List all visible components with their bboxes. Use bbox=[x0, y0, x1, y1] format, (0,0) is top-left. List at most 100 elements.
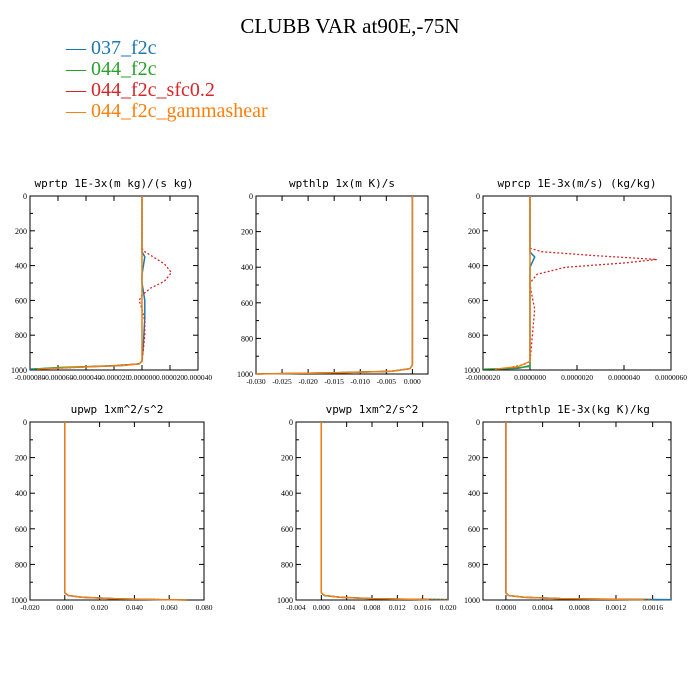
x-tick-label: 0.000 bbox=[313, 603, 330, 612]
y-tick-label: 200 bbox=[468, 227, 480, 236]
series-line bbox=[494, 196, 536, 370]
y-tick-label: 400 bbox=[468, 262, 480, 271]
y-tick-label: 0 bbox=[289, 418, 293, 427]
y-tick-label: 200 bbox=[468, 454, 480, 463]
x-tick-label: 0.000 bbox=[56, 603, 73, 612]
x-tick-label: -0.020 bbox=[20, 603, 40, 612]
series-line bbox=[64, 422, 187, 601]
x-tick-label: -0.025 bbox=[272, 377, 292, 386]
legend-dash: — bbox=[66, 100, 91, 122]
y-tick-label: 400 bbox=[15, 489, 27, 498]
chart-panel: wprcp 1E-3x(m/s) (kg/kg) 0 200 400 600 800 100… bbox=[464, 177, 687, 382]
y-tick-label: 1000 bbox=[464, 366, 480, 375]
x-tick-label: 0.0012 bbox=[606, 603, 627, 612]
y-tick-label: 800 bbox=[468, 560, 480, 569]
x-tick-label: -0.000060 bbox=[43, 373, 74, 382]
y-tick-label: 800 bbox=[15, 560, 27, 569]
series-line bbox=[494, 196, 531, 370]
x-tick-label: 0.0016 bbox=[642, 603, 663, 612]
y-tick-label: 600 bbox=[468, 296, 480, 305]
chart-panel: rtpthlp 1E-3x(kg K)/kg 0 200 400 600 800 1000 0… bbox=[464, 403, 672, 612]
chart-panel: upwp 1xm^2/s^2 0 200 400 600 800 1000-0.020 0.0… bbox=[11, 403, 213, 612]
x-tick-label: 0.000000 bbox=[128, 373, 156, 382]
series-line bbox=[320, 422, 449, 601]
series-line bbox=[64, 422, 187, 601]
y-tick-label: 0 bbox=[23, 192, 27, 201]
x-tick-label: 0.060 bbox=[161, 603, 178, 612]
y-tick-label: 200 bbox=[281, 454, 293, 463]
y-tick-label: 1000 bbox=[464, 596, 480, 605]
series-line bbox=[255, 196, 414, 375]
y-tick-label: 600 bbox=[241, 299, 253, 308]
panel-title: rtpthlp 1E-3x(kg K)/kg bbox=[504, 403, 650, 416]
series-line bbox=[36, 196, 143, 370]
x-tick-label: 0.020 bbox=[91, 603, 108, 612]
legend-dash: — bbox=[66, 79, 91, 101]
y-tick-label: 200 bbox=[241, 228, 253, 237]
x-tick-label: 0.000 bbox=[404, 377, 421, 386]
plot-frame bbox=[29, 195, 199, 371]
x-tick-label: -0.004 bbox=[286, 603, 306, 612]
series-line bbox=[506, 196, 657, 369]
x-tick-label: 0.0000020 bbox=[561, 373, 593, 382]
x-tick-label: 0.0000 bbox=[496, 603, 517, 612]
y-tick-label: 200 bbox=[15, 227, 27, 236]
x-tick-label: -0.020 bbox=[298, 377, 318, 386]
x-tick-label: 0.0008 bbox=[569, 603, 590, 612]
x-tick-label: -0.030 bbox=[246, 377, 266, 386]
legend-entry-044-f2c-sfc0-2: — 044_f2c_sfc0.2 bbox=[66, 80, 268, 101]
x-tick-label: -0.015 bbox=[324, 377, 344, 386]
legend-label: 044_f2c_gammashear bbox=[91, 100, 268, 122]
x-tick-label: -0.010 bbox=[351, 377, 371, 386]
legend-label: 044_f2c_sfc0.2 bbox=[91, 79, 215, 101]
y-tick-label: 600 bbox=[15, 296, 27, 305]
legend-dash: — bbox=[66, 58, 91, 80]
y-tick-label: 1000 bbox=[11, 596, 27, 605]
panel-title: wprtp 1E-3x(m kg)/(s kg) bbox=[35, 177, 194, 190]
legend-entry-044-f2c-gammashear: — 044_f2c_gammashear bbox=[66, 101, 268, 122]
chart-panel: wpthlp 1x(m K)/s02004006008001000-0.030-… bbox=[237, 177, 429, 386]
y-tick-label: 400 bbox=[281, 489, 293, 498]
y-tick-label: 800 bbox=[15, 331, 27, 340]
x-tick-label: 0.0004 bbox=[532, 603, 553, 612]
series-line bbox=[255, 196, 414, 375]
series-line bbox=[505, 422, 653, 601]
y-tick-label: 600 bbox=[281, 525, 293, 534]
figure-title: CLUBB VAR at90E,-75N bbox=[240, 14, 460, 38]
y-tick-label: 0 bbox=[249, 192, 253, 201]
y-tick-label: 600 bbox=[15, 525, 27, 534]
series-line bbox=[505, 422, 672, 601]
legend-dash: — bbox=[66, 37, 91, 59]
series-line bbox=[64, 422, 187, 601]
x-tick-label: 0.000020 bbox=[156, 373, 184, 382]
y-tick-label: 0 bbox=[476, 418, 480, 427]
x-tick-label: 0.004 bbox=[338, 603, 355, 612]
x-tick-label: -0.000080 bbox=[15, 373, 46, 382]
series-line bbox=[255, 196, 414, 375]
x-tick-label: 0.016 bbox=[414, 603, 431, 612]
plot-frame bbox=[482, 421, 672, 601]
x-tick-label: 0.012 bbox=[389, 603, 406, 612]
x-tick-label: 0.000040 bbox=[184, 373, 212, 382]
x-tick-label: 0.0000040 bbox=[608, 373, 640, 382]
legend: — 037_f2c — 044_f2c — 044_f2c_sfc0.2 — 0… bbox=[66, 38, 268, 122]
plot-frame bbox=[255, 195, 429, 375]
series-line bbox=[64, 422, 187, 601]
series-line bbox=[57, 196, 173, 369]
series-line bbox=[505, 422, 644, 601]
plot-frame bbox=[482, 195, 672, 371]
x-tick-label: 0.040 bbox=[126, 603, 143, 612]
legend-entry-044-f2c: — 044_f2c bbox=[66, 59, 268, 80]
panel-title: vpwp 1xm^2/s^2 bbox=[326, 403, 419, 416]
chart-panel: vpwp 1xm^2/s^2 0 200 400 600 800 1000-0.004 0.0… bbox=[277, 403, 457, 612]
y-tick-label: 400 bbox=[468, 489, 480, 498]
series-line bbox=[320, 422, 449, 601]
y-tick-label: 200 bbox=[15, 454, 27, 463]
x-tick-label: -0.0000020 bbox=[466, 373, 501, 382]
x-tick-label: 0.080 bbox=[196, 603, 213, 612]
panel-title: wprcp 1E-3x(m/s) (kg/kg) bbox=[498, 177, 657, 190]
y-tick-label: 1000 bbox=[237, 370, 253, 379]
x-tick-label: 0.0000060 bbox=[655, 373, 687, 382]
y-tick-label: 1000 bbox=[277, 596, 293, 605]
